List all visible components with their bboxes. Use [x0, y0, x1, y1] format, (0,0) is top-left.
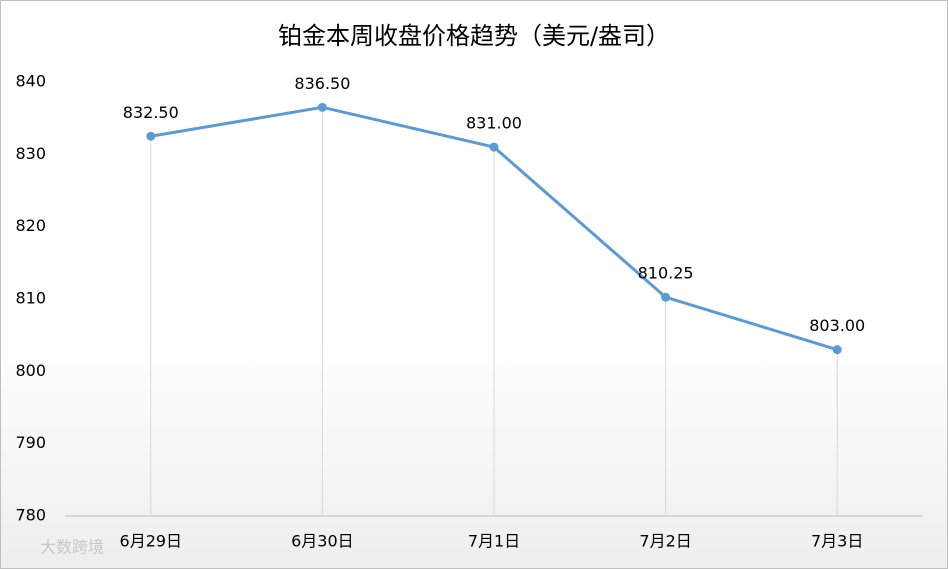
y-tick-label: 800 — [15, 361, 46, 380]
y-tick-label: 830 — [15, 144, 46, 163]
data-label: 803.00 — [809, 316, 865, 335]
x-tick-label: 6月30日 — [291, 532, 354, 551]
data-label: 836.50 — [294, 74, 350, 93]
chart-title: 铂金本周收盘价格趋势（美元/盎司） — [278, 22, 670, 50]
y-tick-label: 790 — [15, 433, 46, 452]
x-tick-label: 7月1日 — [468, 532, 520, 551]
watermark: 大数跨境 — [40, 538, 104, 557]
x-tick-label: 6月29日 — [120, 532, 183, 551]
y-tick-label: 840 — [15, 72, 46, 91]
data-label: 810.25 — [638, 264, 694, 283]
point — [661, 292, 671, 302]
point — [146, 131, 156, 141]
y-tick-label: 820 — [15, 216, 46, 235]
point — [317, 102, 327, 112]
y-tick-label: 780 — [15, 506, 46, 525]
data-label: 831.00 — [466, 114, 522, 133]
data-label: 832.50 — [123, 103, 179, 122]
point — [832, 345, 842, 355]
x-tick-label: 7月2日 — [639, 532, 691, 551]
x-tick-label: 7月3日 — [811, 532, 863, 551]
y-tick-label: 810 — [15, 289, 46, 308]
point — [489, 142, 499, 152]
